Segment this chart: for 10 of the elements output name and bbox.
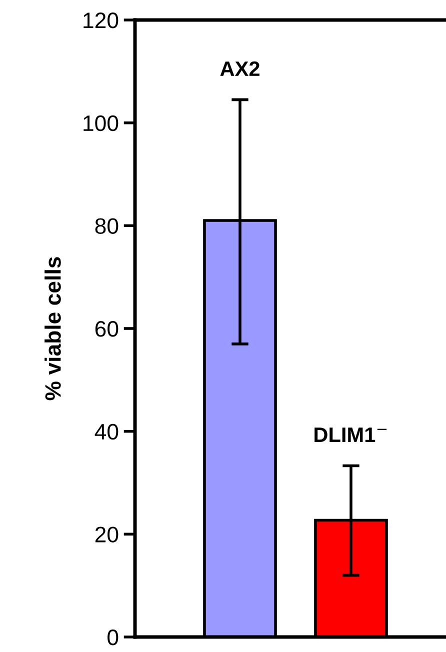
y-tick-label: 0: [108, 630, 118, 646]
x-tick-label: DLIM1$^{−}$: [314, 428, 387, 442]
y-tick-label: 20: [95, 526, 118, 542]
y-tick-label: 60: [95, 321, 118, 337]
x-tick-label: AX2: [220, 61, 260, 76]
y-tick-label: 40: [94, 424, 118, 440]
y-tick-label: 80: [95, 218, 118, 234]
y-tick-label: 100: [84, 115, 118, 132]
y-tick-label: 120: [84, 12, 118, 28]
y-axis-title: % viable cells: [44, 257, 61, 400]
